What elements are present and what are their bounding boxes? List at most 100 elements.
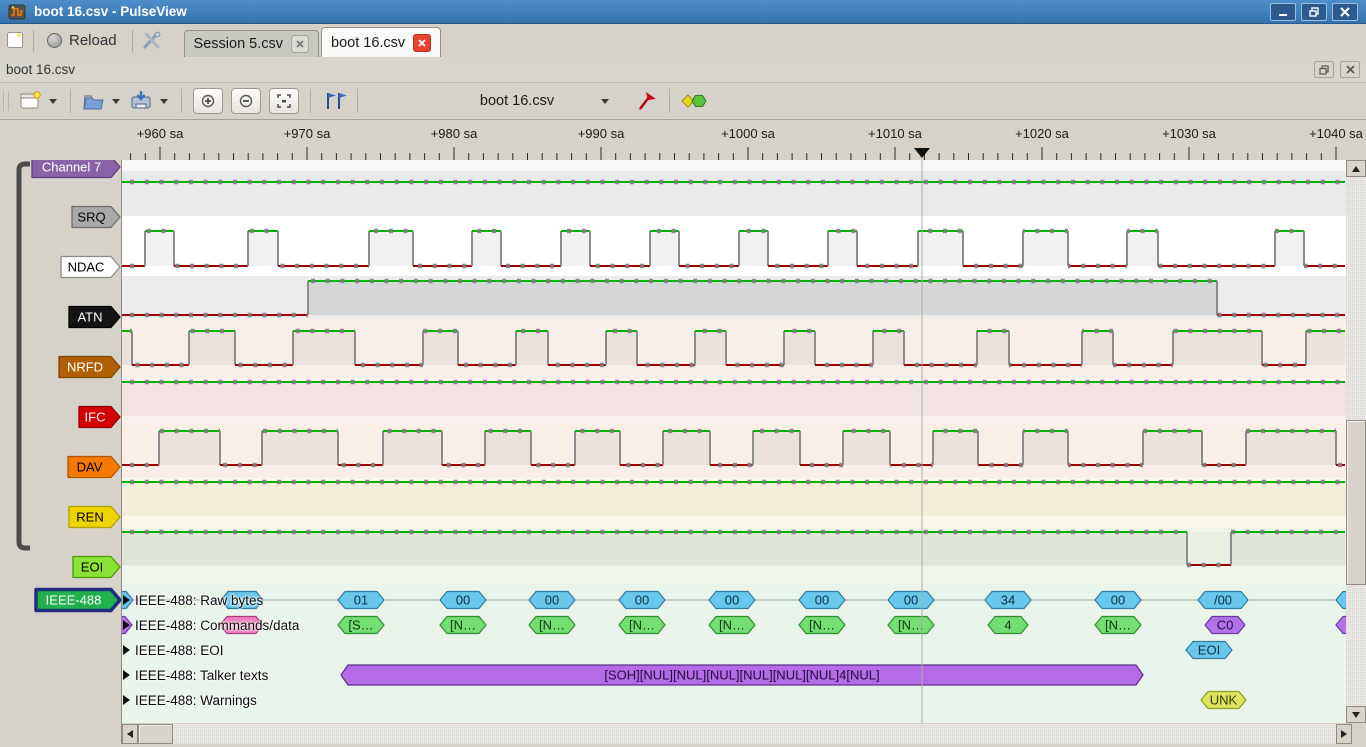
- channel-label-srq[interactable]: SRQ: [72, 207, 120, 228]
- window-controls: [1270, 3, 1362, 21]
- svg-text:NRFD: NRFD: [67, 360, 103, 375]
- zoom-fit-button[interactable]: [269, 88, 299, 114]
- annotation[interactable]: 4: [988, 617, 1028, 634]
- annotation[interactable]: 00: [529, 592, 575, 609]
- annotation[interactable]: [N…: [440, 617, 486, 634]
- save-dropdown-caret[interactable]: [160, 99, 168, 104]
- annotation[interactable]: 00: [888, 592, 934, 609]
- channel-label-nrfd[interactable]: NRFD: [59, 357, 120, 378]
- svg-text:[N…: [N…: [1105, 618, 1131, 633]
- separator: [310, 89, 311, 113]
- svg-text:[N…: [N…: [450, 618, 476, 633]
- channel-band: [122, 171, 1346, 216]
- annotation[interactable]: 00: [619, 592, 665, 609]
- horizontal-scrollbar[interactable]: [122, 724, 1352, 744]
- trace-view[interactable]: 01 00 00 00 00 00 00 34 00/00 [S… [N… [N… [N… [N… [N… […: [122, 160, 1346, 723]
- cursors-flags-icon[interactable]: [321, 90, 347, 112]
- trace-group-bracket[interactable]: [19, 164, 30, 548]
- maximize-button[interactable]: [1301, 3, 1327, 21]
- new-session-icon[interactable]: [18, 89, 44, 113]
- annotation[interactable]: 00: [799, 592, 845, 609]
- main-toolbar: boot 16.csv: [0, 83, 1366, 120]
- annotation[interactable]: 00: [709, 592, 755, 609]
- vertical-scrollbar[interactable]: [1346, 160, 1366, 723]
- channel-label-ndac[interactable]: NDAC: [61, 257, 120, 278]
- scroll-down-button[interactable]: [1346, 706, 1366, 723]
- annotation[interactable]: 01: [338, 592, 384, 609]
- toolbar-grip[interactable]: [3, 91, 9, 111]
- reload-button[interactable]: Reload: [43, 27, 121, 53]
- channel-label-eoi[interactable]: EOI: [73, 557, 120, 578]
- channel-label-ieee-488[interactable]: IEEE-488: [36, 590, 120, 611]
- annotation[interactable]: [N…: [799, 617, 845, 634]
- annotation[interactable]: /00: [1198, 592, 1248, 609]
- annotation[interactable]: [N…: [709, 617, 755, 634]
- decoder-row-label[interactable]: IEEE-488: Commands/data: [123, 616, 299, 634]
- annotation[interactable]: [S…: [338, 617, 384, 634]
- annotation[interactable]: 34: [985, 592, 1031, 609]
- svg-text:00: 00: [815, 593, 829, 608]
- annotation[interactable]: UNK: [1201, 692, 1246, 709]
- annotation[interactable]: 00: [1095, 592, 1141, 609]
- ruler-svg: +960 sa+970 sa+980 sa+990 sa+1000 sa+101…: [0, 120, 1366, 160]
- decoder-row-label[interactable]: IEEE-488: Talker texts: [123, 666, 268, 684]
- dock-title-bar: boot 16.csv: [0, 57, 1366, 83]
- session-file-selector[interactable]: boot 16.csv: [421, 88, 625, 114]
- svg-text:[N…: [N…: [539, 618, 565, 633]
- expand-arrow-icon[interactable]: [123, 645, 130, 655]
- zoom-out-button[interactable]: [231, 88, 261, 114]
- scroll-left-button[interactable]: [122, 724, 138, 744]
- probe-icon[interactable]: [635, 89, 659, 113]
- tab-session-5[interactable]: Session 5.csv: [184, 30, 319, 57]
- svg-text:DAV: DAV: [77, 460, 103, 475]
- annotation[interactable]: 00: [440, 592, 486, 609]
- cursor-marker[interactable]: [914, 148, 930, 158]
- decoder-row-label[interactable]: IEEE-488: Raw bytes: [123, 591, 263, 609]
- channel-band: [122, 160, 1346, 171]
- title-bar: boot 16.csv - PulseView: [0, 0, 1366, 24]
- separator: [357, 89, 358, 113]
- separator: [33, 30, 34, 52]
- decoder-row-label[interactable]: IEEE-488: EOI: [123, 641, 224, 659]
- dock-close-button[interactable]: [1340, 61, 1360, 78]
- new-session-page-icon[interactable]: [6, 27, 24, 53]
- annotation[interactable]: [SOH][NUL][NUL][NUL][NUL][NUL][NUL]4[NUL…: [341, 665, 1143, 685]
- close-button[interactable]: [1332, 3, 1358, 21]
- open-file-icon[interactable]: [81, 89, 107, 113]
- annotation[interactable]: [N…: [888, 617, 934, 634]
- channel-label-dav[interactable]: DAV: [68, 457, 120, 478]
- channel-label-ifc[interactable]: IFC: [79, 407, 120, 428]
- annotation[interactable]: C0: [1205, 617, 1245, 634]
- horizontal-scroll-thumb[interactable]: [138, 724, 173, 744]
- channel-label-atn[interactable]: ATN: [69, 307, 120, 328]
- arrow-up-icon: [1352, 166, 1360, 172]
- tab-close-icon[interactable]: [413, 34, 431, 52]
- svg-text:[S…: [S…: [348, 618, 373, 633]
- annotation[interactable]: [N…: [529, 617, 575, 634]
- channel-label-ren[interactable]: REN: [69, 507, 120, 528]
- expand-arrow-icon[interactable]: [123, 695, 130, 705]
- tab-bar: Reload Session 5.csv boot 16.csv: [0, 24, 1366, 57]
- tab-boot-16[interactable]: boot 16.csv: [321, 27, 441, 57]
- channel-label-channel-7[interactable]: Channel 7: [32, 160, 120, 178]
- zoom-in-button[interactable]: [193, 88, 223, 114]
- dock-float-button[interactable]: [1314, 61, 1334, 78]
- timeline-ruler[interactable]: +960 sa+970 sa+980 sa+990 sa+1000 sa+101…: [0, 120, 1366, 160]
- expand-arrow-icon[interactable]: [123, 595, 130, 605]
- annotation[interactable]: [N…: [619, 617, 665, 634]
- add-decoder-icon[interactable]: [680, 92, 708, 110]
- vertical-scroll-thumb[interactable]: [1346, 420, 1366, 585]
- annotation[interactable]: EOI: [1186, 642, 1232, 659]
- tab-close-icon[interactable]: [291, 35, 309, 53]
- scroll-up-button[interactable]: [1346, 160, 1366, 177]
- scroll-right-button[interactable]: [1336, 724, 1352, 744]
- ruler-label: +970 sa: [284, 126, 331, 141]
- minimize-button[interactable]: [1270, 3, 1296, 21]
- annotation[interactable]: [N…: [1095, 617, 1141, 634]
- expand-arrow-icon[interactable]: [123, 670, 130, 680]
- expand-arrow-icon[interactable]: [123, 620, 130, 630]
- decoder-row-label[interactable]: IEEE-488: Warnings: [123, 691, 257, 709]
- new-session-dropdown-caret[interactable]: [49, 99, 57, 104]
- save-file-icon[interactable]: [129, 89, 155, 113]
- open-dropdown-caret[interactable]: [112, 99, 120, 104]
